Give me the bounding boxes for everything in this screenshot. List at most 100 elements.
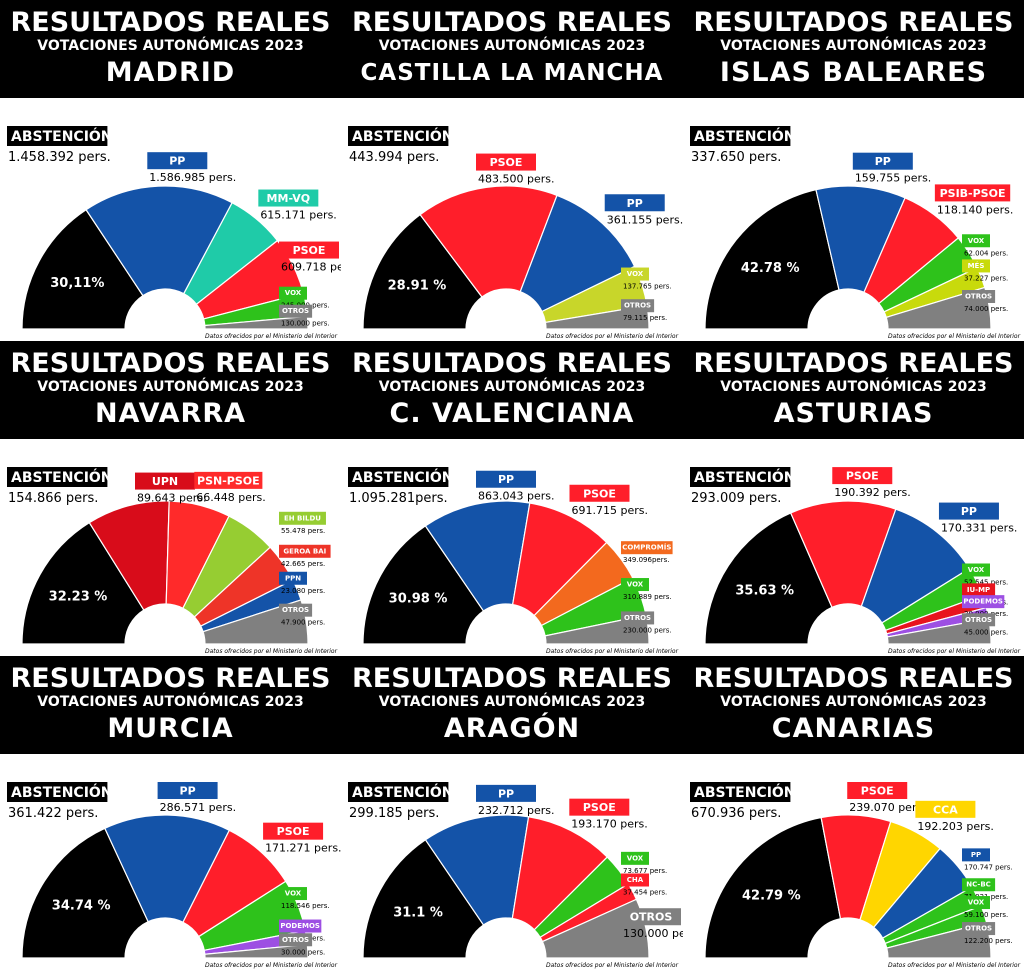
abstencion-legend: ABSTENCIÓN 154.866 pers. [7, 467, 113, 506]
party-name: VOX [627, 581, 644, 589]
party-votes: 74.000 pers. [964, 305, 1008, 313]
party-label-eh-bildu: EH BILDU 55.478 pers. [279, 511, 326, 535]
party-label-vox: VOX 73.677 pers. [621, 851, 667, 875]
party-votes: 286.571 pers. [160, 801, 236, 814]
party-name: PSIB-PSOE [940, 187, 1006, 200]
slice-pp [424, 500, 531, 612]
party-votes: 190.392 pers. [834, 486, 910, 499]
party-votes: 122.200 pers. [964, 937, 1013, 945]
party-name: PP [498, 787, 514, 800]
abstencion-legend: ABSTENCIÓN 670.936 pers. [690, 782, 796, 821]
abstencion-label: ABSTENCIÓN [352, 468, 454, 486]
party-name: NC-BC [966, 881, 991, 889]
hemicycle-chart: 34.74 % ABSTENCIÓN 361.422 pers. PP 286.571 … [7, 782, 341, 969]
chart-subtitle: VOTACIONES AUTONÓMICAS 2023 [37, 379, 304, 395]
panel-header: RESULTADOS REALES VOTACIONES AUTONÓMICAS … [341, 656, 683, 754]
abstencion-label: ABSTENCIÓN [694, 783, 796, 801]
party-votes: 192.203 pers. [917, 820, 993, 833]
abstencion-value: 670.936 pers. [691, 806, 781, 821]
region-name: C. VALENCIANA [389, 398, 635, 429]
party-name: PSOE [583, 487, 616, 500]
party-label-cha: CHA 37.454 pers. [621, 873, 667, 897]
panel-header: RESULTADOS REALES VOTACIONES AUTONÓMICAS … [683, 656, 1024, 754]
party-votes: 23.080 pers. [281, 587, 325, 595]
party-name: COMPROMÍS [622, 543, 671, 552]
hemicycle-chart: 42.78 % ABSTENCIÓN 337.650 pers. PP 159.755 … [690, 126, 1021, 340]
party-votes: 239.070 pers. [849, 801, 925, 814]
party-label-upn: UPN 89.643 pers. [135, 472, 207, 505]
abstencion-percent-label: 31.1 % [393, 905, 443, 920]
party-label-psib-psoe: PSIB-PSOE 118.140 pers. [934, 184, 1013, 216]
chart-title: RESULTADOS REALES [10, 663, 331, 694]
party-name: MÉS [968, 261, 985, 270]
party-label-vox: VOX 52.545 pers. [962, 563, 1008, 586]
party-votes: 52.545 pers. [964, 578, 1008, 586]
party-label-pp: PP 232.712 pers. [476, 784, 554, 817]
party-label-compromis: COMPROMÍS 349.096pers. [621, 541, 673, 564]
party-name: PP [169, 155, 185, 168]
slice-abstencion [704, 512, 833, 645]
party-name: PP [961, 505, 977, 518]
slice-pp [424, 814, 530, 926]
abstencion-label: ABSTENCIÓN [11, 783, 113, 801]
slice-psoe [419, 185, 558, 298]
party-name: CHA [627, 876, 644, 884]
panel-islas-baleares: RESULTADOS REALES VOTACIONES AUTONÓMICAS … [683, 0, 1024, 341]
region-name: NAVARRA [94, 398, 247, 429]
party-name: VOX [968, 566, 985, 574]
slice-psoe [789, 500, 897, 609]
party-name: UPN [152, 475, 178, 488]
party-label-psn-psoe: PSN-PSOE 66.448 pers. [194, 471, 266, 504]
party-label-otros: OTROS 74.000 pers. [962, 290, 1008, 313]
party-votes: 171.271 pers. [265, 842, 341, 855]
panel-header: RESULTADOS REALES VOTACIONES AUTONÓMICAS … [341, 0, 683, 98]
slice-otros [204, 315, 309, 330]
hemicycle-chart: 31.1 % ABSTENCIÓN 299.185 pers. PP 232.712 p… [348, 782, 683, 969]
party-name: CCA [933, 803, 958, 816]
party-votes: 59.100 pers. [964, 911, 1008, 919]
slice-abstencion [704, 816, 842, 959]
party-votes: 79.115 pers. [623, 314, 667, 322]
source-credit: Datos ofrecidos por el Ministerio del In… [205, 648, 338, 655]
panel-navarra: RESULTADOS REALES VOTACIONES AUTONÓMICAS … [0, 341, 341, 656]
abstencion-legend: ABSTENCIÓN 361.422 pers. [7, 782, 113, 821]
party-votes: 310.889 pers. [623, 593, 672, 601]
party-name: OTROS [282, 307, 309, 315]
hemicycle-chart: 32.23 % ABSTENCIÓN 154.866 pers. UPN 89.643 … [7, 467, 338, 655]
chart-subtitle: VOTACIONES AUTONÓMICAS 2023 [37, 38, 304, 54]
party-label-psoe: PSOE 193.170 pers. [569, 798, 648, 831]
party-name: OTROS [965, 616, 992, 624]
abstencion-legend: ABSTENCIÓN 1.458.392 pers. [7, 126, 113, 165]
chart-title: RESULTADOS REALES [10, 348, 331, 379]
source-credit: Datos ofrecidos por el Ministerio del In… [546, 962, 679, 969]
slice-pp [85, 185, 233, 297]
abstencion-value: 154.866 pers. [8, 491, 98, 506]
abstencion-legend: ABSTENCIÓN 1.095.281pers. [348, 467, 454, 506]
party-votes: 47.900 pers. [281, 619, 325, 627]
party-label-vox: VOX 118.546 pers. [279, 887, 330, 910]
abstencion-label: ABSTENCIÓN [352, 783, 454, 801]
panel-murcia: RESULTADOS REALES VOTACIONES AUTONÓMICAS … [0, 656, 341, 970]
party-name: VOX [285, 890, 302, 898]
hemicycle-chart: 35.63 % ABSTENCIÓN 293.009 pers. PSOE 190.39… [690, 467, 1021, 655]
source-credit: Datos ofrecidos por el Ministerio del In… [205, 333, 338, 340]
chart-subtitle: VOTACIONES AUTONÓMICAS 2023 [378, 694, 646, 710]
party-name: OTROS [965, 293, 992, 301]
slice-abstencion [362, 213, 483, 330]
abstencion-percent-label: 42.78 % [741, 261, 800, 276]
party-votes: 170.331 pers. [941, 522, 1017, 535]
abstencion-percent-label: 30,11% [50, 276, 104, 291]
panel-header: RESULTADOS REALES VOTACIONES AUTONÓMICAS … [683, 341, 1024, 439]
slice-abstencion [362, 525, 485, 645]
party-votes: 137.765 pers. [623, 283, 672, 291]
abstencion-label: ABSTENCIÓN [11, 127, 113, 145]
panel-castilla-la-mancha: RESULTADOS REALES VOTACIONES AUTONÓMICAS … [341, 0, 683, 341]
party-name: PP [971, 851, 981, 859]
chart-title: RESULTADOS REALES [693, 348, 1014, 379]
region-name: CANARIAS [771, 713, 936, 744]
party-name: OTROS [282, 936, 309, 944]
party-votes: 37.454 pers. [623, 889, 667, 897]
party-label-otros: OTROS 130.000 pers. [621, 908, 683, 940]
party-votes: 232.712 pers. [478, 804, 554, 817]
abstencion-legend: ABSTENCIÓN 293.009 pers. [690, 467, 796, 506]
